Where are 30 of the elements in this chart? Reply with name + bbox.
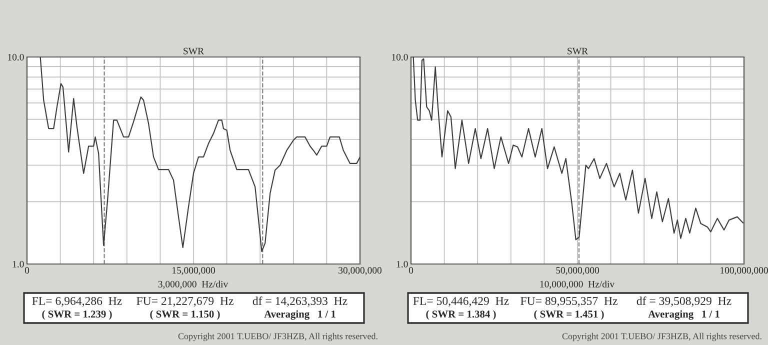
text: ( SWR = 1.451 ) [534, 310, 604, 320]
x-axis-title: 10,000,000 Hz/div [540, 280, 615, 289]
text: Copyright 2001 T.UEBO/ JF3HZB, All rights reserved. [562, 332, 762, 342]
text: Averaging 1 / 1 [264, 310, 336, 320]
x-tick-label: 0 [408, 267, 414, 274]
line-series [412, 57, 744, 240]
text: FU= 89,955,357 Hz [520, 296, 618, 307]
x-tick-label: 100,000,000 [720, 267, 768, 276]
text: ( SWR = 1.150 ) [150, 310, 220, 320]
line-series [40, 57, 360, 252]
text: FL= 6,964,286 Hz [32, 296, 122, 307]
text: Copyright 2001 T.UEBO/ JF3HZB, All rights reserved. [178, 332, 378, 342]
text: df = 14,263,393 Hz [252, 296, 348, 307]
x-tick-label: 15,000,000 [172, 267, 216, 276]
x-tick-label: 50,000,000 [556, 267, 600, 276]
text: FU= 21,227,679 Hz [136, 297, 234, 307]
y-tick-label: 1.0 [12, 260, 24, 268]
text: FL= 50,446,429 Hz [413, 296, 509, 307]
x-axis-title: 3,000,000 Hz/div [158, 280, 228, 289]
text: Averaging 1 / 1 [648, 310, 720, 320]
y-tick-label: 10.0 [8, 54, 24, 61]
y-tick-label: 10.0 [392, 54, 408, 61]
chart-title: SWR [184, 48, 204, 54]
text: ( SWR = 1.384 ) [426, 310, 496, 320]
text: df = 39,508,929 Hz [636, 296, 732, 307]
chart-title: SWR [568, 48, 588, 54]
x-tick-label: 30,000,000 [338, 267, 382, 276]
y-tick-label: 1.0 [396, 260, 408, 268]
x-tick-label: 0 [24, 267, 30, 274]
text: ( SWR = 1.239 ) [42, 310, 112, 320]
